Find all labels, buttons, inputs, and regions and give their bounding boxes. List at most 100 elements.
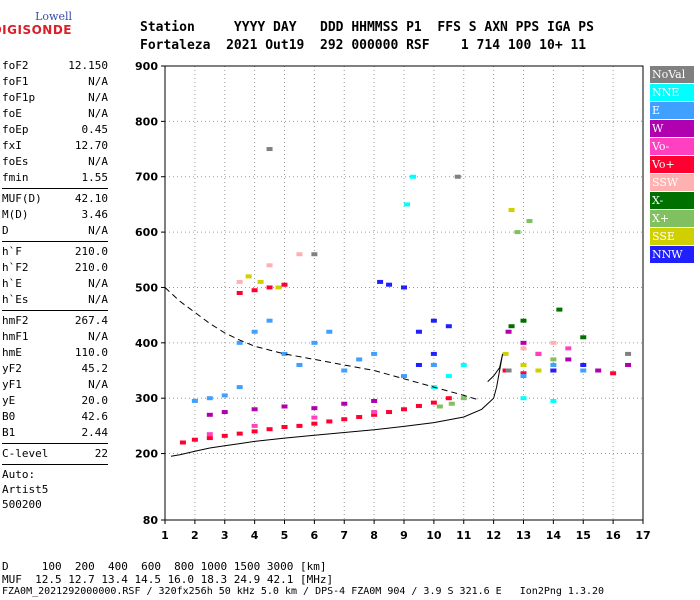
data-point-vo-	[371, 412, 378, 417]
data-point-vo-	[535, 351, 542, 356]
param-row: foF1p N/A	[2, 90, 108, 106]
profile-curve-solid	[170, 386, 498, 457]
data-point-vo-	[430, 400, 437, 405]
x-tick-label: 5	[281, 529, 289, 542]
param-value: 2.44	[81, 426, 109, 439]
data-point-nne	[445, 374, 452, 379]
param-row: yF1 N/A	[2, 377, 108, 393]
data-point-x-	[460, 396, 467, 401]
data-point-e	[236, 340, 243, 345]
x-tick-label: 8	[370, 529, 378, 542]
param-value: 0.45	[81, 123, 109, 136]
data-point-vo-	[281, 424, 288, 429]
x-tick-label: 11	[456, 529, 471, 542]
param-row: MUF(D) 42.10	[2, 191, 108, 207]
data-point-noval	[311, 252, 318, 257]
data-point-ssw	[236, 279, 243, 284]
data-point-nnw	[550, 368, 557, 373]
param-key: hmF1	[2, 330, 29, 343]
polarization-legend: NoVal NNE E W Vo- Vo+ SSW X- X+ SSE NNW	[650, 66, 694, 264]
x-tick-label: 4	[251, 529, 259, 542]
data-point-noval	[625, 351, 632, 356]
data-point-nnw	[580, 362, 587, 367]
legend-item: NNE	[650, 84, 694, 101]
data-point-vo-	[311, 415, 318, 420]
param-value: N/A	[88, 91, 108, 104]
param-value: N/A	[88, 277, 108, 290]
param-key: yF1	[2, 378, 22, 391]
param-key: hmF2	[2, 314, 29, 327]
data-point-vo-	[251, 288, 258, 293]
data-point-e	[191, 398, 198, 403]
data-point-nnw	[377, 279, 384, 284]
param-row: fxI 12.70	[2, 138, 108, 154]
data-point-e	[430, 362, 437, 367]
data-point-nnw	[386, 282, 393, 287]
data-point-vo-	[356, 415, 363, 420]
param-row: B1 2.44	[2, 425, 108, 441]
param-value: N/A	[88, 293, 108, 306]
param-row: h`E N/A	[2, 276, 108, 292]
data-point-sse	[245, 274, 252, 279]
param-row: yF2 45.2	[2, 361, 108, 377]
param-value: 45.2	[81, 362, 109, 375]
data-point-vo-	[445, 396, 452, 401]
data-point-vo-	[371, 410, 378, 415]
data-point-sse	[275, 285, 282, 290]
data-point-sse	[520, 362, 527, 367]
y-tick-label: 600	[135, 226, 158, 239]
param-key: foF1	[2, 75, 29, 88]
data-point-e	[356, 357, 363, 362]
param-row: foEs N/A	[2, 154, 108, 170]
param-row: foF1 N/A	[2, 74, 108, 90]
data-point-w	[595, 368, 602, 373]
param-value: N/A	[88, 378, 108, 391]
data-point-vo-	[610, 371, 617, 376]
param-row: h`F 210.0	[2, 244, 108, 260]
x-tick-label: 3	[221, 529, 229, 542]
x-tick-label: 1	[161, 529, 169, 542]
param-value: 22	[94, 447, 108, 460]
legend-item: X+	[650, 210, 694, 227]
param-row: foE N/A	[2, 106, 108, 122]
logo-line2: DIGISONDE	[0, 23, 72, 37]
data-point-noval	[266, 147, 273, 152]
param-key: fxI	[2, 139, 22, 152]
data-point-e	[341, 368, 348, 373]
param-separator	[2, 464, 108, 465]
data-point-vo-	[236, 431, 243, 436]
data-point-w	[565, 357, 572, 362]
x-tick-label: 17	[635, 529, 650, 542]
data-point-ssw	[520, 346, 527, 351]
header-row-values: Fortaleza 2021 Out19 292 000000 RSF 1 71…	[140, 38, 587, 53]
param-value: 267.4	[74, 314, 108, 327]
data-point-vo-	[236, 291, 243, 295]
data-point-e	[401, 374, 407, 379]
param-value: 3.46	[81, 208, 109, 221]
y-tick-label: 400	[135, 337, 158, 350]
param-row: hmF1 N/A	[2, 329, 108, 345]
data-point-w	[281, 404, 288, 409]
param-value: N/A	[88, 155, 108, 168]
data-point-noval	[505, 368, 512, 373]
x-tick-label: 14	[546, 529, 562, 542]
x-tick-label: 2	[191, 529, 199, 542]
data-point-nne	[460, 362, 467, 367]
data-point-e	[580, 368, 587, 373]
param-key: foF2	[2, 59, 29, 72]
data-point-e	[520, 374, 527, 379]
data-point-w	[625, 362, 632, 367]
data-point-w	[221, 410, 228, 415]
param-value: N/A	[88, 224, 108, 237]
profile-curve-solid	[487, 353, 504, 388]
param-value: 12.70	[74, 139, 108, 152]
param-value: N/A	[88, 75, 108, 88]
data-point-sse	[257, 279, 264, 284]
data-point-vo-	[221, 433, 228, 438]
autoscaling-line: Artist5	[2, 483, 49, 496]
param-value: 42.10	[74, 192, 108, 205]
data-point-x-	[436, 404, 443, 409]
data-point-e	[236, 385, 243, 390]
data-point-vo-	[266, 285, 273, 290]
param-key: h`E	[2, 277, 22, 290]
